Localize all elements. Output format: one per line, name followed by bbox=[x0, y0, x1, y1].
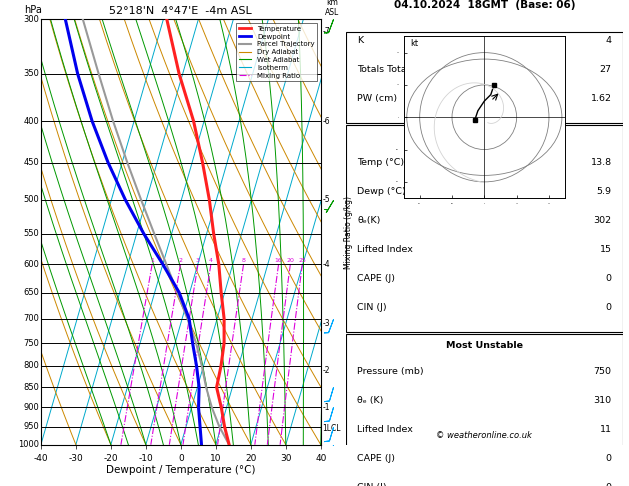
Text: 750: 750 bbox=[24, 339, 40, 347]
Text: -6: -6 bbox=[322, 117, 330, 125]
Text: 850: 850 bbox=[24, 383, 40, 392]
X-axis label: Dewpoint / Temperature (°C): Dewpoint / Temperature (°C) bbox=[106, 466, 255, 475]
Text: 15: 15 bbox=[599, 245, 611, 254]
Text: 1LCL: 1LCL bbox=[322, 424, 341, 433]
Text: 400: 400 bbox=[24, 117, 40, 125]
Text: 700: 700 bbox=[24, 314, 40, 323]
Text: θₑ (K): θₑ (K) bbox=[357, 396, 384, 405]
Text: 4: 4 bbox=[209, 258, 213, 263]
Text: -3: -3 bbox=[322, 319, 330, 328]
Text: Surface: Surface bbox=[464, 132, 504, 141]
Text: 13.8: 13.8 bbox=[591, 158, 611, 168]
Bar bbox=[346, 32, 623, 123]
Text: 8: 8 bbox=[242, 258, 245, 263]
Text: PW (cm): PW (cm) bbox=[357, 94, 397, 104]
Text: 1: 1 bbox=[150, 258, 154, 263]
Text: CIN (J): CIN (J) bbox=[357, 483, 387, 486]
Text: Most Unstable: Most Unstable bbox=[446, 341, 523, 349]
Text: 04.10.2024  18GMT  (Base: 06): 04.10.2024 18GMT (Base: 06) bbox=[394, 0, 575, 10]
Text: 20: 20 bbox=[286, 258, 294, 263]
Text: -2: -2 bbox=[322, 366, 330, 375]
Text: 0: 0 bbox=[606, 303, 611, 312]
Text: Lifted Index: Lifted Index bbox=[357, 425, 413, 434]
Text: 0: 0 bbox=[606, 483, 611, 486]
Text: 600: 600 bbox=[24, 260, 40, 269]
Text: 11: 11 bbox=[599, 425, 611, 434]
Bar bbox=[346, 334, 623, 486]
Legend: Temperature, Dewpoint, Parcel Trajectory, Dry Adiabat, Wet Adiabat, Isotherm, Mi: Temperature, Dewpoint, Parcel Trajectory… bbox=[236, 23, 317, 81]
Text: K: K bbox=[357, 36, 363, 46]
Text: kt: kt bbox=[410, 39, 418, 48]
Text: 4: 4 bbox=[606, 36, 611, 46]
Text: 1000: 1000 bbox=[18, 440, 40, 449]
Text: -4: -4 bbox=[322, 260, 330, 269]
Text: 550: 550 bbox=[24, 229, 40, 238]
Text: 350: 350 bbox=[24, 69, 40, 78]
Text: hPa: hPa bbox=[24, 5, 42, 15]
Text: 2: 2 bbox=[179, 258, 182, 263]
Text: 3: 3 bbox=[196, 258, 200, 263]
Text: -5: -5 bbox=[322, 195, 330, 205]
Text: 16: 16 bbox=[275, 258, 282, 263]
Text: 27: 27 bbox=[599, 66, 611, 74]
Text: 800: 800 bbox=[24, 362, 40, 370]
Text: 302: 302 bbox=[594, 216, 611, 226]
Text: Totals Totals: Totals Totals bbox=[357, 66, 415, 74]
Text: © weatheronline.co.uk: © weatheronline.co.uk bbox=[437, 432, 532, 440]
Text: 25: 25 bbox=[298, 258, 306, 263]
Text: Temp (°C): Temp (°C) bbox=[357, 158, 404, 168]
Text: 300: 300 bbox=[24, 15, 40, 24]
Text: 950: 950 bbox=[24, 422, 40, 431]
Text: 1.62: 1.62 bbox=[591, 94, 611, 104]
Text: Lifted Index: Lifted Index bbox=[357, 245, 413, 254]
Text: 450: 450 bbox=[24, 158, 40, 167]
Text: 0: 0 bbox=[606, 454, 611, 463]
Text: CAPE (J): CAPE (J) bbox=[357, 454, 395, 463]
Bar bbox=[346, 125, 623, 332]
Text: Mixing Ratio (g/kg): Mixing Ratio (g/kg) bbox=[344, 195, 353, 269]
Text: km
ASL: km ASL bbox=[325, 0, 339, 17]
Text: 500: 500 bbox=[24, 195, 40, 205]
Text: 750: 750 bbox=[594, 367, 611, 376]
Text: CIN (J): CIN (J) bbox=[357, 303, 387, 312]
Text: 310: 310 bbox=[594, 396, 611, 405]
Text: -1: -1 bbox=[322, 403, 330, 412]
Text: 0: 0 bbox=[606, 274, 611, 283]
Text: θₑ(K): θₑ(K) bbox=[357, 216, 381, 226]
Text: 900: 900 bbox=[24, 403, 40, 412]
Title: 52°18'N  4°47'E  -4m ASL: 52°18'N 4°47'E -4m ASL bbox=[109, 6, 252, 16]
Text: CAPE (J): CAPE (J) bbox=[357, 274, 395, 283]
Text: Dewp (°C): Dewp (°C) bbox=[357, 188, 406, 196]
Text: Pressure (mb): Pressure (mb) bbox=[357, 367, 424, 376]
Text: 5.9: 5.9 bbox=[597, 188, 611, 196]
Text: 650: 650 bbox=[24, 288, 40, 297]
Text: -7: -7 bbox=[322, 27, 330, 35]
